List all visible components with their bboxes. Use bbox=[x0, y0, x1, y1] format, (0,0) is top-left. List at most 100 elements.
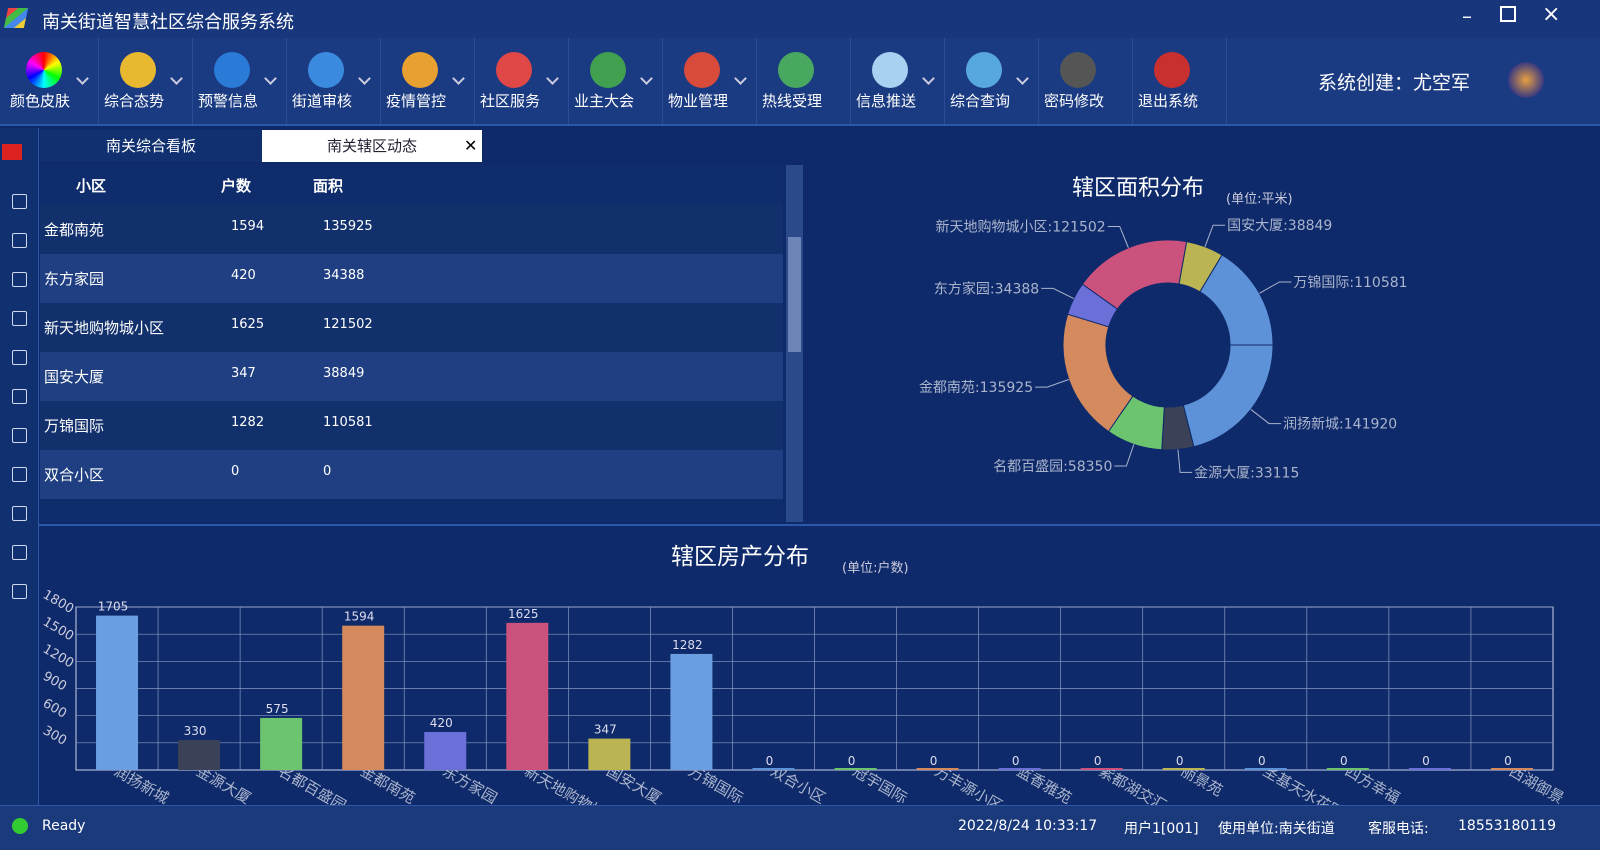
toolbar-icon bbox=[872, 52, 908, 88]
sidebar-button[interactable] bbox=[12, 545, 27, 560]
flag-icon[interactable] bbox=[2, 144, 22, 160]
toolbar-button[interactable]: 预警信息 bbox=[192, 38, 287, 124]
bar bbox=[1080, 768, 1123, 770]
toolbar-button[interactable]: 街道审核 bbox=[286, 38, 381, 124]
bar bbox=[752, 768, 795, 770]
column-header: 户数 bbox=[221, 177, 252, 195]
bar bbox=[916, 768, 959, 770]
value-label: 0 bbox=[1422, 754, 1430, 768]
number-cell: 0 bbox=[323, 464, 332, 479]
number-cell: 1594 bbox=[231, 219, 265, 234]
close-button[interactable]: × bbox=[1542, 2, 1561, 27]
name-cell: 国安大厦 bbox=[44, 368, 105, 386]
toolbar-button[interactable]: 业主大会 bbox=[568, 38, 663, 124]
sidebar-button[interactable] bbox=[12, 584, 27, 599]
bar bbox=[588, 738, 631, 770]
name-cell: 万锦国际 bbox=[44, 417, 105, 435]
toolbar-button[interactable]: 颜色皮肤 bbox=[4, 38, 99, 124]
slice-label: 新天地购物城小区:121502 bbox=[936, 219, 1106, 235]
table-row[interactable]: 新天地购物城小区 1625 121502 bbox=[40, 303, 783, 352]
chart-title: 辖区房产分布 bbox=[671, 544, 809, 570]
scroll-thumb[interactable] bbox=[788, 237, 801, 352]
table-row[interactable]: 万锦国际 1282 110581 bbox=[40, 401, 783, 450]
toolbar-icon bbox=[496, 52, 532, 88]
value-label: 0 bbox=[1258, 754, 1266, 768]
toolbar-button[interactable]: 密码修改 bbox=[1038, 38, 1133, 124]
status-text: Ready bbox=[42, 818, 86, 834]
toolbar-label: 街道审核 bbox=[292, 92, 353, 110]
table-row[interactable]: 东方家园 420 34388 bbox=[40, 254, 783, 303]
leader-line bbox=[1177, 449, 1193, 473]
name-cell: 新天地购物城小区 bbox=[44, 319, 165, 337]
toolbar-icon bbox=[684, 52, 720, 88]
bar bbox=[424, 731, 467, 770]
sidebar-button[interactable] bbox=[12, 311, 27, 326]
maximize-button[interactable] bbox=[1500, 6, 1516, 22]
splitter[interactable] bbox=[38, 524, 1600, 526]
number-cell: 0 bbox=[231, 464, 240, 479]
slice-label: 国安大厦:38849 bbox=[1227, 218, 1332, 234]
slice-label: 润扬新城:141920 bbox=[1283, 417, 1397, 433]
bar bbox=[260, 717, 303, 770]
toolbar-label: 热线受理 bbox=[762, 92, 823, 110]
toolbar-button[interactable]: 物业管理 bbox=[662, 38, 757, 124]
toolbar-label: 密码修改 bbox=[1044, 92, 1105, 110]
chart-title: 辖区面积分布 bbox=[1072, 176, 1204, 201]
value-label: 420 bbox=[430, 716, 453, 730]
y-tick-label: 1800 bbox=[40, 587, 76, 617]
toolbar-icon bbox=[1060, 52, 1096, 88]
sidebar-button[interactable] bbox=[12, 467, 27, 482]
bar bbox=[1244, 768, 1287, 770]
number-cell: 110581 bbox=[323, 415, 373, 430]
toolbar-label: 信息推送 bbox=[856, 92, 917, 110]
leader-line bbox=[1250, 409, 1282, 425]
dropdown-arrow bbox=[170, 72, 183, 85]
toolbar-button[interactable]: 社区服务 bbox=[474, 38, 569, 124]
toolbar-button[interactable]: 信息推送 bbox=[850, 38, 945, 124]
toolbar-button[interactable]: 热线受理 bbox=[756, 38, 851, 124]
dropdown-arrow bbox=[546, 72, 559, 85]
toolbar-button[interactable]: 综合态势 bbox=[98, 38, 193, 124]
title-bar: 南关街道智慧社区综合服务系统 – × bbox=[0, 0, 1600, 38]
sidebar-button[interactable] bbox=[12, 233, 27, 248]
value-label: 1282 bbox=[672, 638, 703, 652]
number-cell: 1282 bbox=[231, 415, 265, 430]
value-label: 0 bbox=[848, 754, 856, 768]
tab[interactable]: 南关综合看板 bbox=[40, 130, 262, 162]
bar bbox=[342, 625, 385, 770]
scrollbar[interactable] bbox=[786, 165, 803, 522]
tab-close[interactable]: ✕ bbox=[464, 136, 478, 155]
sidebar-button[interactable] bbox=[12, 272, 27, 287]
toolbar-label: 疫情管控 bbox=[386, 92, 447, 110]
sidebar-button[interactable] bbox=[12, 428, 27, 443]
pie-slice bbox=[1199, 254, 1274, 346]
bar bbox=[96, 615, 139, 770]
value-label: 575 bbox=[266, 702, 289, 716]
tab-active[interactable]: 南关辖区动态 bbox=[262, 130, 482, 162]
number-cell: 34388 bbox=[323, 268, 365, 283]
sidebar-button[interactable] bbox=[12, 506, 27, 521]
column-header: 小区 bbox=[76, 177, 107, 195]
tab-strip: 南关综合看板 南关辖区动态 ✕ bbox=[40, 128, 800, 164]
value-label: 0 bbox=[1340, 754, 1348, 768]
sidebar-button[interactable] bbox=[12, 194, 27, 209]
toolbar-button[interactable]: 疫情管控 bbox=[380, 38, 475, 124]
bar bbox=[834, 768, 877, 770]
sidebar-button[interactable] bbox=[12, 389, 27, 404]
table-row[interactable]: 国安大厦 347 38849 bbox=[40, 352, 783, 401]
toolbar-button[interactable]: 退出系统 bbox=[1132, 38, 1227, 124]
minimize-button[interactable]: – bbox=[1462, 4, 1472, 28]
window-title: 南关街道智慧社区综合服务系统 bbox=[42, 12, 294, 33]
toolbar-label: 退出系统 bbox=[1138, 92, 1199, 110]
value-label: 0 bbox=[1012, 754, 1020, 768]
slice-label: 东方家园:34388 bbox=[934, 280, 1039, 297]
table-row[interactable]: 双合小区 0 0 bbox=[40, 450, 783, 499]
table-row[interactable]: 金都南苑 1594 135925 bbox=[40, 205, 783, 254]
toolbar-label: 社区服务 bbox=[480, 92, 541, 110]
toolbar-label: 颜色皮肤 bbox=[10, 92, 71, 110]
name-cell: 东方家园 bbox=[44, 270, 105, 288]
sidebar-button[interactable] bbox=[12, 350, 27, 365]
toolbar-button[interactable]: 综合查询 bbox=[944, 38, 1039, 124]
value-label: 330 bbox=[184, 724, 207, 738]
name-cell: 双合小区 bbox=[44, 466, 105, 484]
